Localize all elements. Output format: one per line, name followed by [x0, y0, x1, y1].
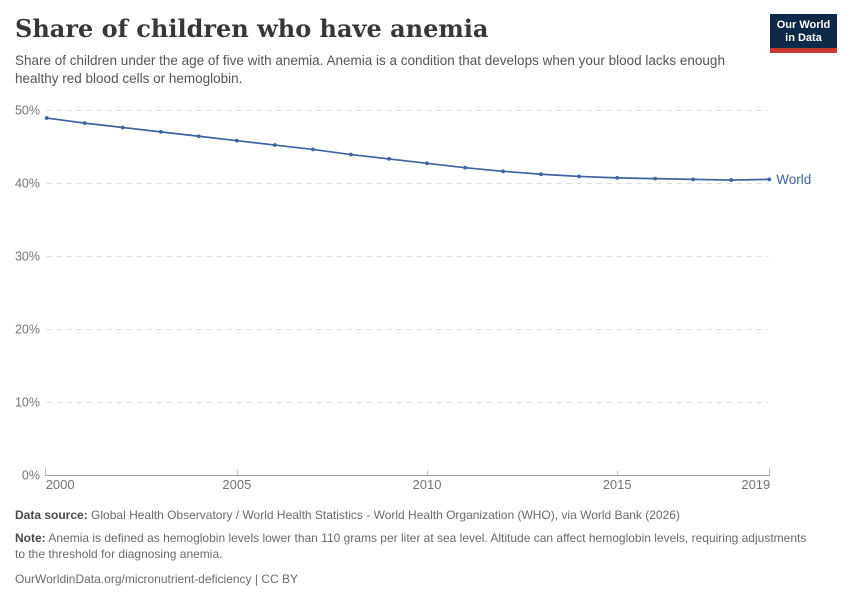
data-point[interactable] [729, 178, 734, 182]
note-label: Note: [15, 531, 46, 545]
data-point[interactable] [425, 161, 429, 166]
chart-subtitle: Share of children under the age of five … [15, 53, 725, 86]
data-point[interactable] [539, 172, 543, 177]
owid-logo-line2: in Data [785, 31, 822, 44]
data-point[interactable] [158, 130, 163, 134]
data-point[interactable] [311, 147, 315, 152]
y-axis-tick-label: 10% [15, 396, 40, 410]
data-point[interactable] [615, 175, 620, 180]
page-title: Share of children who have anemia [15, 14, 489, 43]
data-point[interactable] [234, 138, 239, 143]
data-point[interactable] [767, 177, 772, 182]
data-point[interactable] [577, 174, 582, 179]
note-line: Note: Anemia is defined as hemoglobin le… [15, 530, 815, 562]
data-point[interactable] [196, 134, 201, 139]
owid-logo[interactable]: Our World in Data [770, 14, 837, 53]
data-point[interactable] [691, 177, 696, 182]
x-axis-tick-label: 2015 [603, 477, 632, 492]
x-axis-tick-label: 2010 [413, 477, 442, 492]
y-axis-tick-label: 40% [15, 177, 40, 191]
note-text: Anemia is defined as hemoglobin levels l… [15, 531, 807, 561]
data-point[interactable] [501, 169, 505, 174]
data-point[interactable] [463, 165, 467, 170]
x-axis-tick-label: 2019 [741, 477, 770, 492]
data-source-text: Global Health Observatory / World Health… [91, 508, 680, 522]
y-axis-tick-label: 30% [15, 250, 40, 264]
data-point[interactable] [82, 121, 87, 126]
data-source-line: Data source: Global Health Observatory /… [15, 507, 815, 523]
series-label[interactable]: World [776, 172, 811, 187]
chart-footer: Data source: Global Health Observatory /… [15, 507, 815, 587]
world-line[interactable] [46, 117, 770, 181]
y-axis-tick-label: 50% [15, 104, 40, 118]
data-point[interactable] [349, 152, 353, 157]
line-chart[interactable]: 0% 10% 20% 30% 40% 50% 2000 2005 2010 2015 2019 Wor… [0, 100, 850, 500]
y-axis-tick-label: 20% [15, 323, 40, 337]
x-axis-tick-label: 2000 [46, 477, 75, 492]
data-point[interactable] [387, 157, 391, 161]
data-point[interactable] [653, 176, 658, 181]
attribution-line[interactable]: OurWorldinData.org/micronutrient-deficie… [15, 572, 298, 586]
data-point[interactable] [44, 116, 49, 120]
data-point[interactable] [120, 125, 125, 130]
owid-logo-line1: Our World [776, 19, 831, 31]
y-axis-tick-label: 0% [22, 469, 40, 483]
x-axis-tick-label: 2005 [222, 477, 251, 492]
data-point[interactable] [272, 143, 277, 147]
data-source-label: Data source: [15, 508, 88, 522]
